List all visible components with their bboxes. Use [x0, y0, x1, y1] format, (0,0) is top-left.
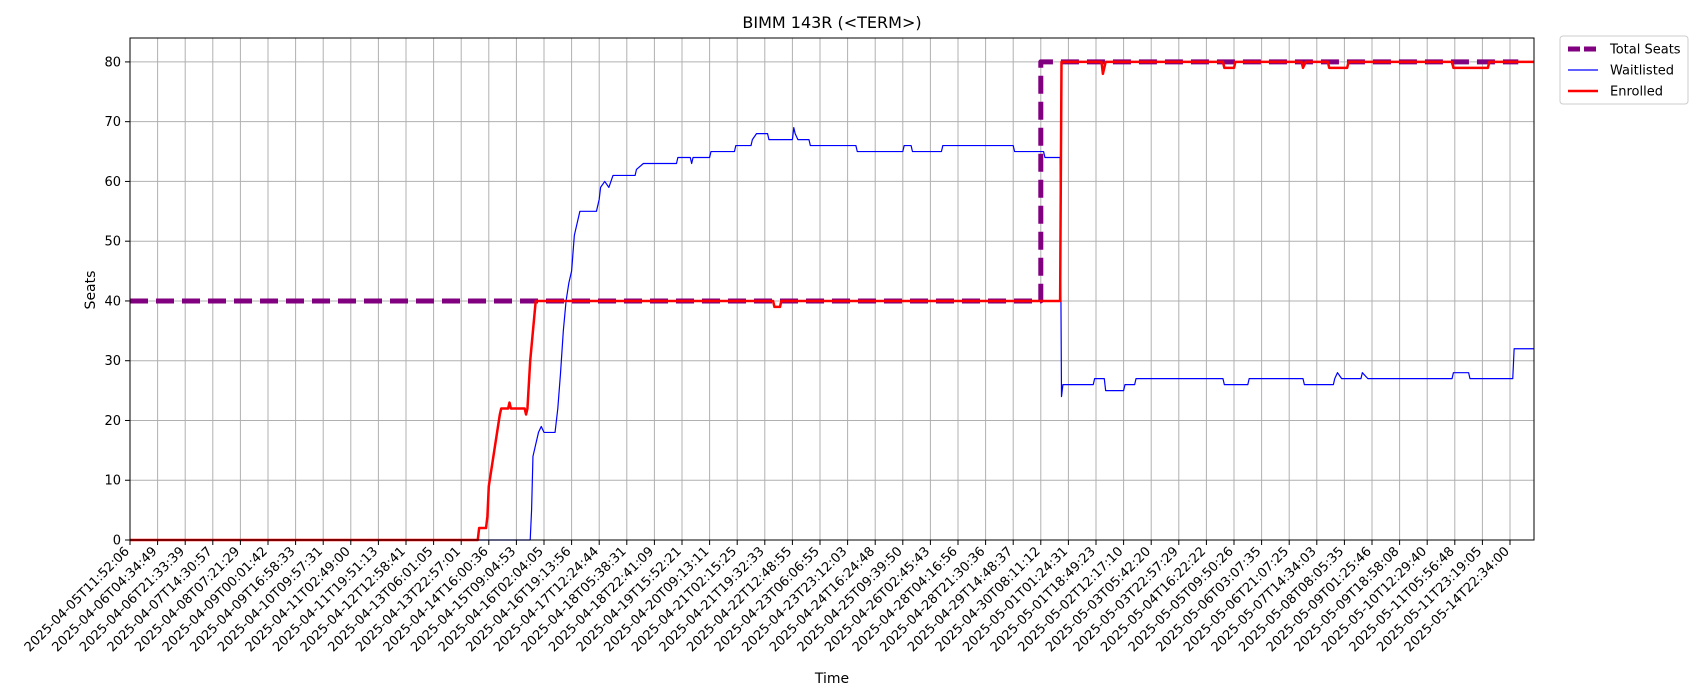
legend-label: Total Seats [1609, 43, 1681, 58]
x-axis-title: Time [814, 671, 849, 687]
legend-label: Waitlisted [1610, 64, 1674, 79]
y-tick-label: 70 [104, 115, 121, 130]
y-tick-label: 80 [104, 55, 121, 70]
y-axis-title: Seats [83, 271, 99, 310]
grid-layer [129, 38, 1534, 541]
plot-frame [129, 37, 1535, 541]
y-tick-label: 60 [104, 175, 121, 190]
legend-label: Enrolled [1610, 85, 1663, 100]
y-tick-label: 30 [104, 354, 121, 369]
y-tick-label: 10 [104, 474, 121, 489]
y-tick-label: 50 [104, 235, 121, 250]
legend: Total Seats Waitlisted Enrolled [1559, 35, 1689, 105]
y-axis: 0 10 20 30 40 50 60 70 80 [104, 55, 130, 549]
x-axis: 2025-04-05T11:52:062025-04-06T04:34:4920… [22, 540, 1513, 655]
series-line-waitlisted [130, 127, 1534, 541]
legend-box [1559, 35, 1689, 105]
y-tick-label: 20 [104, 414, 121, 429]
chart-title: BIMM 143R (<TERM>) [742, 13, 921, 32]
series-line-enrolled [130, 60, 1534, 542]
y-tick-label: 40 [104, 294, 121, 309]
y-tick-label: 0 [113, 534, 121, 549]
series-layer [130, 59, 1534, 542]
